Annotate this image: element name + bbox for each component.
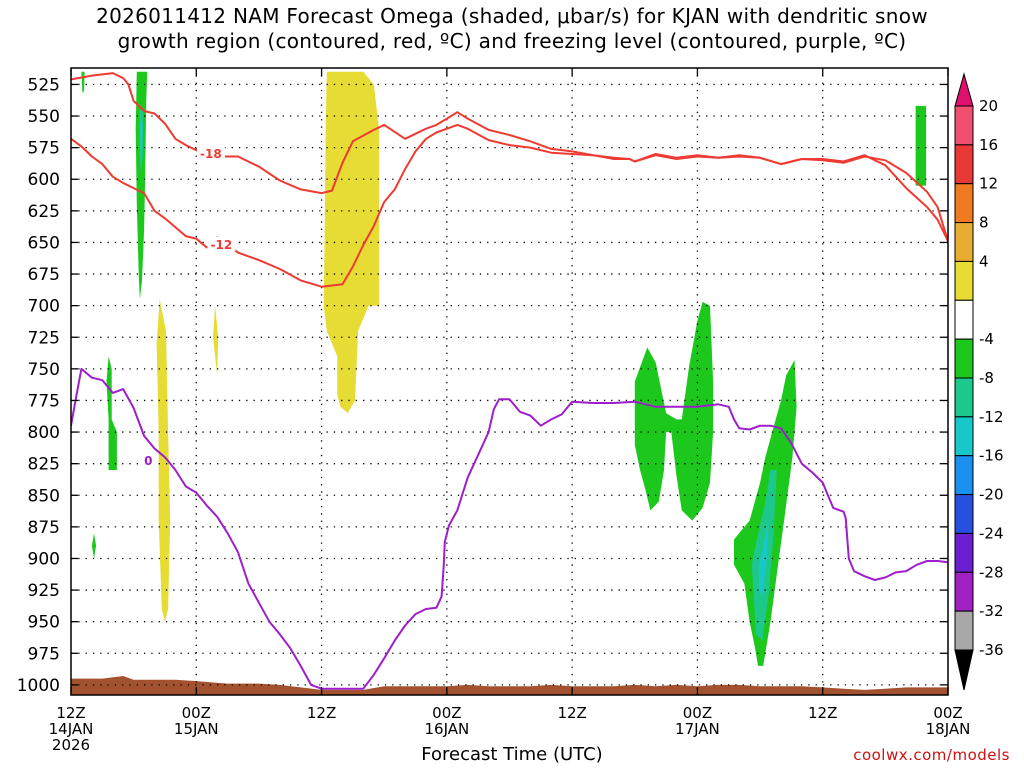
xtick-label-0-1: 14JAN [49,720,94,738]
terrain-layer [71,676,948,695]
colorbar-swatch-13 [954,610,974,651]
ytick-label-675: 675 [28,265,60,285]
frame-rect [70,67,949,696]
terrain-fill [71,676,948,695]
y-axis: 525 550 575 600 625 650 675 700 725 750 775 800 825 8… [17,75,948,696]
ytick-label-1000: 1000 [17,676,60,696]
contour-line-2 [71,367,948,690]
xtick-label-60-0: 00Z [683,704,712,722]
credit-text: coolwx.com/models [853,746,1010,764]
colorbar-label-13: -36 [979,641,1004,659]
omega-region-1 [156,299,171,622]
xtick-label-12-0: 00Z [182,704,211,722]
colorbar-label-8: -16 [979,447,1004,465]
xtick-label-72-0: 12Z [808,704,837,722]
omega-region-7 [106,356,117,470]
plot-frame [70,67,949,696]
ytick-label-875: 875 [28,518,60,538]
title-line-2: growth region (contoured, red, ºC) and f… [117,29,907,53]
grid [71,68,948,695]
colorbar-swatch-9 [954,455,974,496]
colorbar-label-12: -32 [979,602,1004,620]
colorbar-label-7: -12 [979,408,1004,426]
xtick-label-84-0: 00Z [933,704,962,722]
xtick-label-60-1: 17JAN [675,720,720,738]
colorbar-label-6: -8 [979,369,994,387]
omega-region-2 [213,305,219,376]
ytick-label-725: 725 [28,328,60,348]
colorbar-label-10: -24 [979,524,1004,542]
colorbar-swatch-8 [954,416,974,457]
contour-label-bg-2 [142,453,155,468]
ytick-label-525: 525 [28,75,60,95]
contour-label-1: -12 [210,238,232,252]
colorbar-label-9: -20 [979,486,1004,504]
xtick-label-0-0: 12Z [56,704,85,722]
ytick-label-975: 975 [28,644,60,664]
xtick-label-36-0: 00Z [432,704,461,722]
colorbar-swatch-2 [954,183,974,224]
colorbar-label-5: -4 [979,330,994,348]
colorbar-label-4: 4 [979,252,989,270]
xtick-label-0-2: 2026 [52,736,90,754]
omega-region-9 [915,105,927,186]
xtick-label-36-1: 16JAN [424,720,469,738]
ytick-label-550: 550 [28,107,60,127]
xtick-label-48-0: 12Z [557,704,586,722]
colorbar-label-3: 8 [979,214,989,232]
colorbar-swatch-12 [954,571,974,612]
colorbar-label-11: -28 [979,563,1004,581]
omega-region-8 [91,533,97,559]
colorbar-swatch-3 [954,222,974,262]
colorbar-bottom-arrow [954,649,974,691]
ytick-label-575: 575 [28,139,60,159]
xtick-label-24-0: 12Z [307,704,336,722]
colorbar-swatch-1 [954,144,974,185]
xtick-label-12-1: 15JAN [174,720,219,738]
omega-region-0 [323,71,379,414]
ytick-label-825: 825 [28,455,60,475]
colorbar-swatch-7 [954,377,974,418]
omega-region-5 [139,122,143,148]
xtick-label-84-1: 18JAN [926,720,971,738]
ytick-label-625: 625 [28,202,60,222]
contour-label-bg-0 [196,145,225,160]
contours: -18 -12 0 [71,72,948,690]
colorbar-swatch-11 [954,532,974,573]
x-axis-title: Forecast Time (UTC) [421,744,603,765]
chart-title: 2026011412 NAM Forecast Omega (shaded, μ… [0,4,1024,54]
ytick-label-750: 750 [28,360,60,380]
ytick-label-775: 775 [28,391,60,411]
colorbar-label-0: 20 [979,97,998,115]
colorbar: 20 16 12 8 4 -4 -8 -12 -16 -20 -24 -28 -32 -36 [954,72,1004,691]
colorbar-label-2: 12 [979,175,998,193]
omega-region-10 [634,301,714,521]
ytick-label-950: 950 [28,613,60,633]
colorbar-swatch-4 [954,260,974,301]
colorbar-swatch-0 [954,105,974,146]
omega-region-13 [759,520,769,597]
contour-label-2: 0 [144,454,152,468]
ytick-label-650: 650 [28,233,60,253]
omega-region-3 [135,71,148,300]
ytick-label-850: 850 [28,486,60,506]
omega-shading [81,71,927,666]
colorbar-swatch-6 [954,338,974,379]
colorbar-swatch-10 [954,494,974,534]
colorbar-swatch-5 [954,299,974,340]
title-line-1: 2026011412 NAM Forecast Omega (shaded, μ… [96,4,928,28]
omega-region-6 [81,71,85,94]
contour-label-bg-1 [207,236,236,251]
contour-line-1 [71,123,948,288]
ytick-label-900: 900 [28,549,60,569]
contour-label-0: -18 [200,147,222,161]
colorbar-label-1: 16 [979,136,998,154]
colorbar-top-arrow [954,72,974,107]
ytick-label-700: 700 [28,297,60,317]
ytick-label-800: 800 [28,423,60,443]
ytick-label-925: 925 [28,581,60,601]
ytick-label-600: 600 [28,170,60,190]
